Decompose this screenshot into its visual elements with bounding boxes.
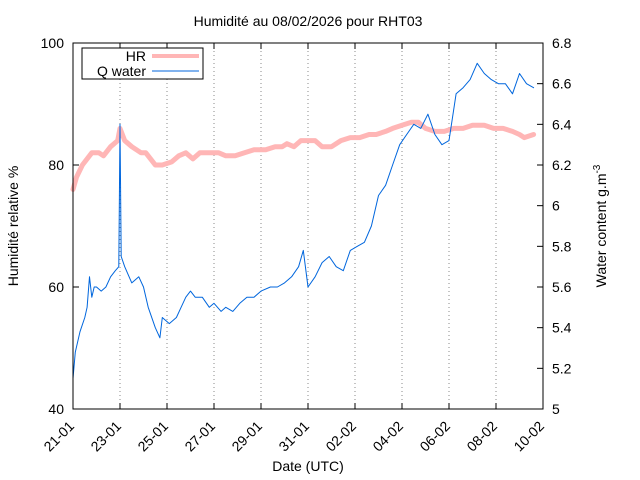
y-right-tick-label: 5.8 — [552, 238, 572, 254]
y-left-tick-label: 100 — [41, 35, 65, 51]
x-tick-label: 21-01 — [40, 418, 77, 455]
y-right-tick-label: 5 — [552, 401, 560, 417]
x-tick-label: 25-01 — [134, 418, 171, 455]
right-axis: 5 5.2 5.4 5.6 5.8 6 6.2 6.4 6.6 6.8 — [537, 35, 572, 417]
y-right-tick-label: 6.6 — [552, 76, 572, 92]
y-axis-right-label-superscript: -3 — [592, 164, 603, 173]
legend-label-1: Q water — [97, 63, 146, 79]
y-axis-left-label: Humidité relative % — [5, 166, 21, 287]
series-line-0 — [70, 119, 537, 192]
left-axis: 40 60 80 100 — [41, 35, 79, 417]
x-axis-label: Date (UTC) — [272, 458, 344, 474]
y-right-tick-label: 6.8 — [552, 35, 572, 51]
y-left-tick-label: 60 — [48, 279, 64, 295]
legend-label-0: HR — [126, 48, 146, 64]
y-left-tick-label: 80 — [48, 157, 64, 173]
x-tick-label: 08-02 — [463, 418, 500, 455]
y-axis-right-label-base: Water content g.m — [593, 174, 609, 288]
legend-box — [81, 47, 204, 80]
x-tick-label: 29-01 — [228, 418, 265, 455]
legend: HRQ water — [81, 47, 204, 80]
x-tick-label: 10-02 — [510, 418, 547, 455]
plot-frame — [72, 42, 544, 410]
y-right-tick-label: 5.4 — [552, 320, 572, 336]
x-axis: 21-01 23-01 25-01 27-01 29-01 31-01 02-02 04-02… — [40, 43, 547, 454]
y-axis-right-label: Water content g.m-3 — [592, 164, 609, 287]
x-tick-label: 23-01 — [87, 418, 124, 455]
y-left-tick-label: 40 — [48, 401, 64, 417]
x-tick-label: 06-02 — [416, 418, 453, 455]
x-tick-label: 02-02 — [322, 418, 359, 455]
series-line-1 — [72, 62, 535, 379]
y-right-tick-label: 5.6 — [552, 279, 572, 295]
x-tick-label: 27-01 — [181, 418, 218, 455]
grid-lines — [119, 43, 497, 409]
x-tick-label: 31-01 — [275, 418, 312, 455]
x-tick-label: 04-02 — [369, 418, 406, 455]
y-right-tick-label: 6.2 — [552, 157, 572, 173]
y-right-tick-label: 6.4 — [552, 116, 572, 132]
y-right-tick-label: 6 — [552, 198, 560, 214]
series-layer — [70, 62, 537, 379]
chart-title: Humidité au 08/02/2026 pour RHT03 — [194, 13, 423, 29]
y-right-tick-label: 5.2 — [552, 360, 572, 376]
